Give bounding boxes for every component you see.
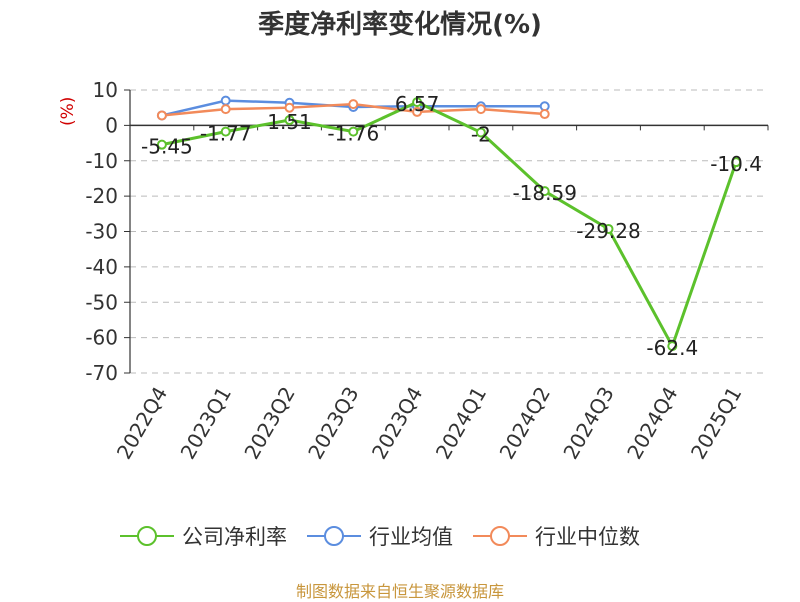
x-tick-label: 2024Q3 bbox=[558, 383, 618, 464]
data-point bbox=[667, 341, 678, 352]
data-label: -5.45 bbox=[141, 135, 193, 159]
data-label: -18.59 bbox=[512, 181, 576, 205]
y-tick-label: -40 bbox=[85, 255, 118, 279]
data-point bbox=[220, 95, 231, 106]
data-label: 6.57 bbox=[395, 92, 440, 116]
x-tick-label: 2023Q3 bbox=[303, 383, 363, 464]
x-axis-ticks: 2022Q4 2023Q1 2023Q2 2023Q3 2023Q4 2024Q1 2024… bbox=[112, 125, 769, 464]
legend-swatch-industry-median bbox=[473, 526, 527, 546]
data-point bbox=[284, 102, 295, 113]
chart-title: 季度净利率变化情况(%) bbox=[258, 10, 542, 40]
x-tick-label: 2022Q4 bbox=[112, 383, 172, 464]
data-labels: -5.45 -1.77 1.51 -1.76 6.57 -2 -18.59-29.28 -62… bbox=[141, 92, 762, 360]
x-tick-label: 2025Q1 bbox=[686, 383, 746, 464]
x-tick-label: 2024Q4 bbox=[622, 383, 682, 464]
legend-item-company[interactable]: 公司净利率 bbox=[120, 521, 287, 551]
x-tick-label: 2023Q4 bbox=[367, 383, 427, 464]
grid-lines bbox=[130, 89, 768, 374]
x-tick-label: 2024Q1 bbox=[431, 383, 491, 464]
data-label: -62.4 bbox=[646, 336, 698, 360]
data-point bbox=[348, 126, 359, 137]
legend-item-industry-mean[interactable]: 行业均值 bbox=[307, 521, 453, 551]
legend-label-industry-median: 行业中位数 bbox=[535, 525, 640, 549]
y-tick-label: 0 bbox=[105, 113, 118, 137]
line-chart: 100-10-20-30-40-50-60-70 2022Q4 2023Q1 202… bbox=[85, 78, 769, 464]
y-tick-label: -10 bbox=[85, 149, 118, 173]
data-point bbox=[475, 104, 486, 115]
y-tick-label: -60 bbox=[85, 326, 118, 350]
legend-label-industry-mean: 行业均值 bbox=[369, 525, 453, 549]
series-line-0 bbox=[161, 100, 738, 350]
data-point bbox=[156, 110, 167, 121]
data-point bbox=[220, 126, 231, 137]
data-point bbox=[284, 115, 295, 126]
series-layer bbox=[156, 95, 742, 352]
data-point bbox=[220, 104, 231, 115]
data-source-note: 制图数据来自恒生聚源数据库 bbox=[295, 582, 504, 601]
y-tick-label: 10 bbox=[93, 78, 118, 102]
data-label: 1.51 bbox=[267, 110, 312, 134]
data-point bbox=[603, 223, 614, 234]
x-tick-label: 2023Q2 bbox=[239, 383, 299, 464]
legend-item-industry-median[interactable]: 行业中位数 bbox=[473, 521, 640, 551]
data-label: -10.4 bbox=[710, 152, 762, 176]
data-point bbox=[412, 97, 423, 108]
y-tick-label: -50 bbox=[85, 290, 118, 314]
legend-label-company: 公司净利率 bbox=[182, 525, 287, 549]
data-point bbox=[156, 139, 167, 150]
legend-swatch-company bbox=[120, 526, 174, 546]
data-point bbox=[539, 109, 550, 120]
data-label: -2 bbox=[471, 122, 491, 146]
legend: 公司净利率 行业均值 行业中位数 bbox=[120, 521, 640, 551]
y-tick-label: -70 bbox=[85, 361, 118, 385]
y-axis-ticks: 10 0 -10 -20 -30 -40 -50 -60 -70 bbox=[85, 78, 130, 385]
data-point bbox=[412, 106, 423, 117]
data-point bbox=[348, 99, 359, 110]
y-tick-label: -20 bbox=[85, 184, 118, 208]
data-label: -29.28 bbox=[576, 219, 640, 243]
data-label: -1.77 bbox=[200, 122, 252, 146]
x-tick-label: 2024Q2 bbox=[495, 383, 555, 464]
data-label: -1.76 bbox=[327, 122, 379, 146]
x-tick-label: 2023Q1 bbox=[176, 383, 236, 464]
legend-swatch-industry-mean bbox=[307, 526, 361, 546]
data-point bbox=[731, 157, 742, 168]
y-tick-label: -30 bbox=[85, 220, 118, 244]
data-point bbox=[539, 186, 550, 197]
data-point bbox=[475, 127, 486, 138]
